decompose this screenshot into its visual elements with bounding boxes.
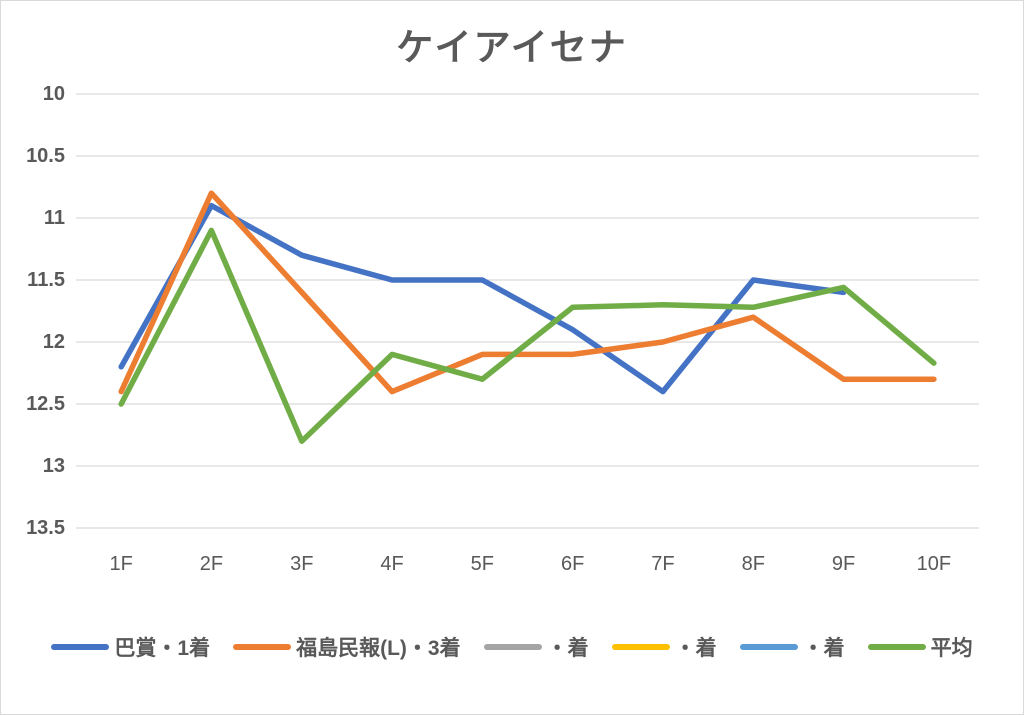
legend-item-3: ・着 bbox=[611, 632, 717, 662]
legend-item-4: ・着 bbox=[739, 632, 845, 662]
x-tick-label-3F: 3F bbox=[290, 553, 314, 575]
legend-label-2: ・着 bbox=[546, 637, 589, 660]
chart-title: ケイアイセナ bbox=[396, 27, 628, 68]
legend-label-1: 福島民報(L)・3着 bbox=[296, 637, 461, 660]
y-tick-label-10: 10 bbox=[42, 83, 65, 105]
series-line-5 bbox=[118, 227, 937, 444]
legend-label-0: 巴賞・1着 bbox=[114, 637, 211, 660]
legend-swatch-3 bbox=[611, 644, 670, 650]
legend-swatch-2 bbox=[483, 644, 542, 650]
y-tick-label-13.5: 13.5 bbox=[26, 517, 65, 539]
legend-item-0: 巴賞・1着 bbox=[51, 632, 210, 662]
y-tick-label-12: 12 bbox=[42, 331, 65, 353]
y-tick-label-11: 11 bbox=[43, 207, 65, 229]
legend-label-4: ・着 bbox=[802, 637, 845, 660]
legend-item-2: ・着 bbox=[483, 632, 589, 662]
legend-item-5: 平均 bbox=[867, 632, 973, 662]
x-tick-label-6F: 6F bbox=[560, 553, 585, 575]
y-tick-label-10.5: 10.5 bbox=[26, 145, 65, 167]
x-tick-label-2F: 2F bbox=[199, 553, 224, 575]
legend-swatch-1 bbox=[233, 644, 292, 650]
chart-legend: 巴賞・1着 福島民報(L)・3着 ・着 ・着 ・着 平均 bbox=[11, 630, 1013, 664]
legend-swatch-4 bbox=[739, 644, 798, 650]
legend-swatch-0 bbox=[51, 644, 110, 650]
y-tick-label-11.5: 11.5 bbox=[27, 269, 65, 291]
series-line-1 bbox=[118, 190, 937, 395]
y-tick-label-12.5: 12.5 bbox=[26, 393, 65, 415]
x-tick-label-4F: 4F bbox=[380, 553, 404, 575]
x-tick-label-8F: 8F bbox=[741, 553, 765, 575]
legend-label-5: 平均 bbox=[930, 637, 973, 660]
legend-swatch-5 bbox=[867, 644, 926, 650]
series-line-0 bbox=[118, 202, 847, 395]
legend-item-1: 福島民報(L)・3着 bbox=[233, 632, 461, 662]
x-tick-label-5F: 5F bbox=[470, 553, 495, 575]
x-tick-label-9F: 9F bbox=[831, 553, 856, 575]
x-tick-label-7F: 7F bbox=[651, 553, 675, 575]
y-tick-label-13: 13 bbox=[42, 455, 65, 477]
x-tick-label-10F: 10F bbox=[916, 553, 952, 575]
x-tick-label-1F: 1F bbox=[109, 553, 133, 575]
legend-label-3: ・着 bbox=[674, 637, 717, 660]
